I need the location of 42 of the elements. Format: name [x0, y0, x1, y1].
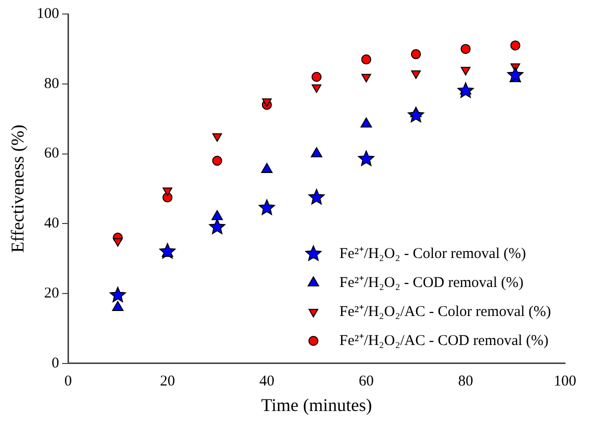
point [408, 106, 424, 122]
point [411, 70, 421, 79]
legend-label: Fe²⁺/H₂O₂ - COD removal (%) [339, 274, 524, 291]
x-tick-label: 20 [160, 373, 175, 390]
point [308, 188, 325, 204]
x-axis-title: Time (minutes) [261, 394, 372, 415]
point [159, 243, 176, 259]
point [312, 84, 322, 93]
point [361, 54, 372, 64]
point [360, 118, 372, 128]
x-tick-label: 100 [554, 373, 576, 390]
point [358, 150, 374, 166]
point [507, 66, 524, 82]
x-tick-label: 40 [259, 373, 274, 390]
legend-label: Fe²⁺/H₂O₂ - Color removal (%) [339, 246, 526, 262]
point [262, 98, 272, 107]
point [112, 300, 124, 311]
legend-label: Fe²⁺/H₂O₂/AC - COD removal (%) [339, 332, 549, 349]
point [212, 156, 222, 166]
point [261, 162, 273, 173]
y-tick-label: 60 [44, 146, 60, 162]
x-tick-label: 80 [458, 373, 474, 390]
point [258, 199, 275, 215]
y-tick-label: 100 [36, 6, 60, 22]
point [110, 286, 126, 302]
point [460, 44, 471, 54]
point [209, 218, 226, 234]
point [211, 210, 223, 220]
x-tick-label: 60 [358, 373, 374, 390]
y-tick-label: 40 [44, 216, 60, 232]
y-tick-label: 0 [52, 355, 60, 372]
point [410, 49, 421, 60]
point [312, 72, 322, 82]
point [310, 147, 322, 158]
legend-label: Fe²⁺/H₂O₂/AC - Color removal (%) [339, 304, 552, 320]
point [361, 74, 372, 82]
y-tick-label: 20 [44, 285, 60, 302]
point [510, 40, 520, 50]
x-tick-label: 0 [64, 373, 72, 390]
y-axis-title: Effectiveness (%) [8, 124, 28, 253]
point [460, 66, 470, 76]
y-tick-label: 80 [44, 76, 60, 92]
